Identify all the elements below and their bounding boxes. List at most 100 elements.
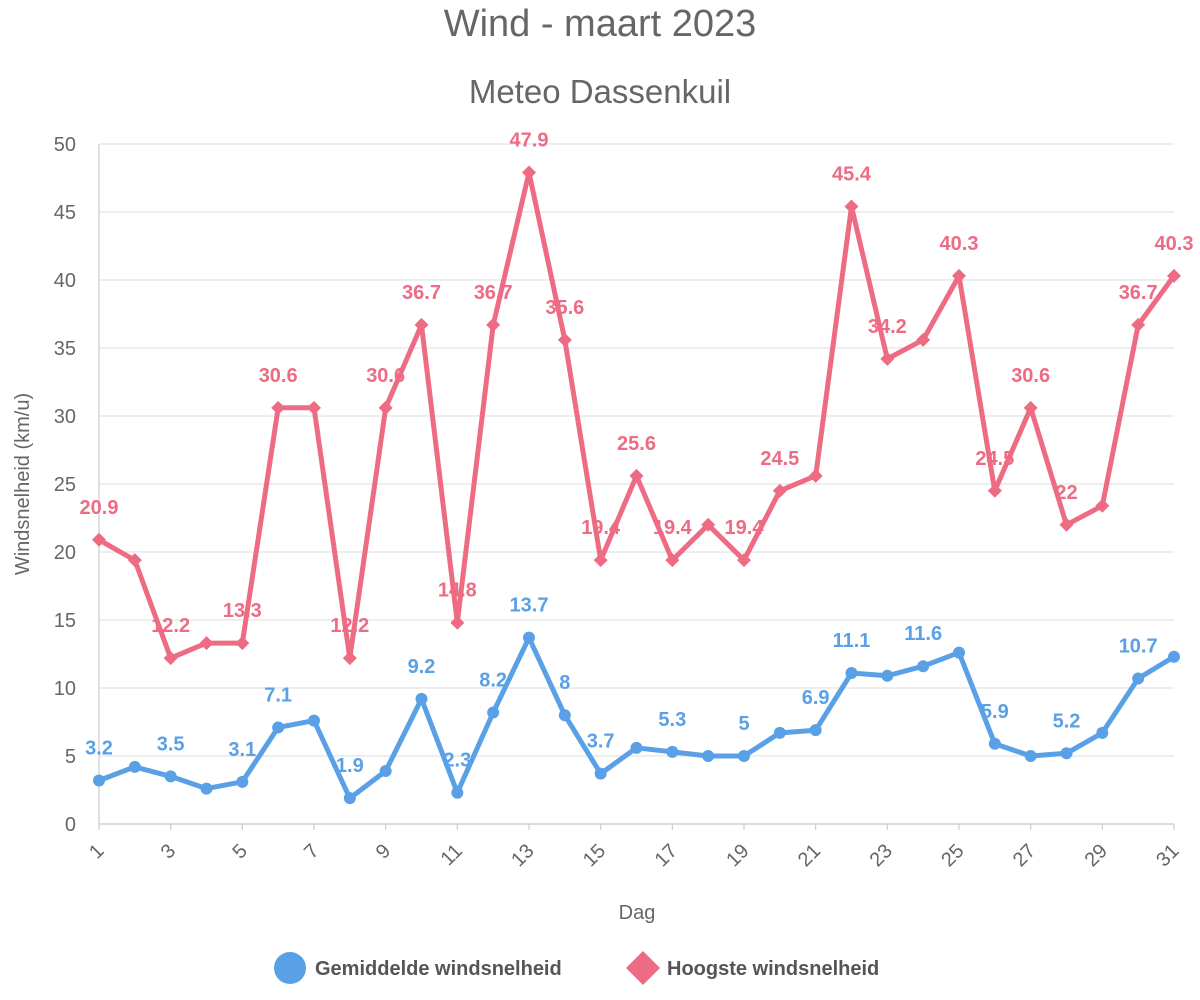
data-label: 3.1 [228, 739, 256, 761]
data-label: 1.9 [336, 755, 364, 777]
data-point-hoogste[interactable] [378, 400, 393, 415]
data-label: 8.2 [479, 669, 507, 691]
data-point-gemiddelde[interactable] [1168, 650, 1180, 663]
data-point-gemiddelde[interactable] [93, 774, 105, 787]
y-tick-label: 15 [54, 610, 76, 632]
legend-item-gemiddelde[interactable]: Gemiddelde windsnelheid [274, 952, 562, 984]
data-label: 24.5 [975, 448, 1014, 470]
legend-circle-marker [274, 952, 306, 984]
data-point-hoogste[interactable] [522, 165, 536, 180]
data-label: 3.2 [85, 737, 113, 759]
data-label: 19.4 [725, 517, 765, 539]
data-point-gemiddelde[interactable] [702, 750, 715, 762]
data-point-hoogste[interactable] [163, 651, 178, 666]
data-point-gemiddelde[interactable] [308, 714, 320, 727]
data-point-hoogste[interactable] [342, 651, 357, 666]
data-point-hoogste[interactable] [916, 332, 931, 347]
data-point-hoogste[interactable] [92, 532, 106, 547]
data-point-hoogste[interactable] [1023, 400, 1038, 415]
grid-lines [98, 143, 1174, 825]
data-point-gemiddelde[interactable] [773, 726, 786, 739]
legend[interactable]: Gemiddelde windsnelheid Hoogste windsnel… [274, 951, 879, 985]
data-point-hoogste[interactable] [701, 517, 716, 532]
y-tick-label: 35 [54, 338, 76, 360]
data-point-gemiddelde[interactable] [200, 782, 213, 795]
data-point-gemiddelde[interactable] [594, 767, 607, 780]
y-tick-label: 5 [65, 746, 76, 768]
data-label: 30.6 [366, 365, 405, 387]
data-point-gemiddelde[interactable] [379, 764, 392, 777]
data-point-gemiddelde[interactable] [845, 667, 858, 680]
data-point-hoogste[interactable] [737, 553, 751, 568]
x-tick-label: 29 [1081, 840, 1112, 871]
data-point-gemiddelde[interactable] [666, 745, 679, 758]
data-point-hoogste[interactable] [1095, 498, 1110, 513]
data-label: 22 [1055, 482, 1077, 504]
data-point-gemiddelde[interactable] [630, 741, 643, 754]
data-point-hoogste[interactable] [199, 636, 214, 651]
data-point-hoogste[interactable] [486, 317, 501, 332]
y-tick-label: 50 [54, 134, 76, 156]
data-point-gemiddelde[interactable] [236, 775, 249, 788]
data-point-gemiddelde[interactable] [1132, 672, 1145, 685]
data-point-hoogste[interactable] [414, 317, 429, 332]
data-point-hoogste[interactable] [880, 351, 895, 366]
data-point-gemiddelde[interactable] [988, 737, 1001, 750]
legend-item-hoogste[interactable]: Hoogste windsnelheid [626, 951, 879, 985]
data-label: 5 [738, 713, 749, 735]
data-point-hoogste[interactable] [450, 615, 465, 630]
y-tick-label: 40 [54, 270, 76, 292]
data-point-hoogste[interactable] [808, 468, 823, 483]
data-label: 19.4 [581, 517, 621, 539]
data-point-hoogste[interactable] [1167, 268, 1181, 283]
data-label: 40.3 [940, 233, 979, 255]
data-point-gemiddelde[interactable] [523, 631, 535, 644]
data-point-gemiddelde[interactable] [451, 786, 464, 799]
y-tick-label: 45 [54, 202, 76, 224]
data-label: 14.8 [438, 580, 477, 602]
data-point-gemiddelde[interactable] [953, 646, 965, 659]
data-label: 47.9 [510, 130, 549, 152]
data-point-hoogste[interactable] [557, 332, 572, 347]
data-point-gemiddelde[interactable] [487, 706, 500, 719]
data-point-gemiddelde[interactable] [272, 721, 285, 734]
data-point-hoogste[interactable] [593, 553, 608, 568]
data-point-gemiddelde[interactable] [343, 792, 356, 805]
data-label: 20.9 [80, 497, 119, 519]
chart-title: Wind - maart 2023 [444, 3, 757, 45]
legend-label-hoogste: Hoogste windsnelheid [667, 958, 879, 980]
data-point-hoogste[interactable] [665, 553, 680, 568]
data-point-gemiddelde[interactable] [558, 709, 571, 722]
data-label: 36.7 [1119, 282, 1158, 304]
data-point-hoogste[interactable] [772, 483, 787, 498]
data-labels: 3.2 3.5 3.1 7.1 1.9 9.2 2.3 8.2 13.7 8 3.7 5.3 5 6.9 1… [80, 130, 1194, 778]
data-point-hoogste[interactable] [235, 636, 250, 651]
data-point-gemiddelde[interactable] [1096, 726, 1109, 739]
data-point-gemiddelde[interactable] [1024, 750, 1037, 762]
data-point-hoogste[interactable] [271, 400, 286, 415]
data-point-gemiddelde[interactable] [917, 660, 930, 673]
data-label: 5.2 [1053, 710, 1081, 732]
data-point-hoogste[interactable] [844, 199, 859, 214]
data-label: 2.3 [443, 750, 471, 772]
data-point-hoogste[interactable] [1059, 517, 1074, 532]
data-point-gemiddelde[interactable] [738, 750, 750, 762]
data-label: 10.7 [1119, 635, 1158, 657]
data-point-gemiddelde[interactable] [164, 770, 177, 783]
data-point-gemiddelde[interactable] [1060, 747, 1073, 760]
data-label: 3.7 [587, 731, 615, 753]
data-point-gemiddelde[interactable] [415, 692, 428, 705]
x-tick-label: 11 [437, 840, 467, 870]
data-point-gemiddelde[interactable] [809, 724, 822, 737]
data-point-hoogste[interactable] [952, 268, 966, 283]
data-point-hoogste[interactable] [127, 553, 142, 568]
data-point-hoogste[interactable] [987, 483, 1002, 498]
data-point-gemiddelde[interactable] [128, 760, 141, 773]
legend-diamond-marker [626, 951, 660, 985]
data-label: 9.2 [408, 656, 436, 678]
data-point-hoogste[interactable] [307, 400, 321, 415]
data-point-hoogste[interactable] [629, 468, 644, 483]
data-point-hoogste[interactable] [1131, 317, 1146, 332]
y-tick-label: 0 [65, 814, 76, 836]
data-point-gemiddelde[interactable] [881, 669, 894, 682]
